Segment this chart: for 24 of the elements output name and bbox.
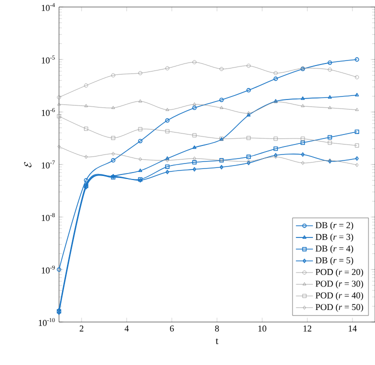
legend-label: POD (r = 30): [316, 280, 364, 289]
x-tick-label: 4: [124, 326, 129, 332]
legend-label: DB (r = 4): [316, 245, 354, 254]
x-tick-label: 6: [170, 326, 174, 332]
x-tick-label: 10: [258, 326, 266, 332]
legend-label: DB (r = 3): [316, 234, 354, 242]
legend-label: POD (r = 40): [316, 292, 364, 300]
x-tick-label: 8: [215, 326, 219, 332]
x-tick-label: 12: [304, 326, 312, 332]
y-tick-label: 10$^{-4}$: [42, 3, 55, 11]
y-tick-label: 10$^{-7}$: [42, 160, 55, 168]
legend-label: POD (r = 20): [316, 268, 364, 277]
y-tick-label: 10$^{-8}$: [42, 213, 55, 221]
x-tick-label: 2: [80, 326, 84, 332]
x-tick-label: 14: [348, 326, 357, 332]
y-tick-label: 10$^{-6}$: [42, 108, 55, 116]
legend-label: DB (r = 5): [316, 257, 354, 266]
y-axis-title: $\mathcal{E}$: [24, 162, 32, 168]
y-tick-label: 10$^{-9}$: [42, 266, 55, 274]
y-tick-label: 10$^{-5}$: [42, 56, 55, 64]
x-axis-title: t: [216, 338, 218, 344]
legend-label: DB (r = 2): [316, 222, 354, 230]
y-tick-label: 10$^{-10}$: [38, 318, 55, 326]
legend-label: POD (r = 50): [316, 304, 364, 312]
